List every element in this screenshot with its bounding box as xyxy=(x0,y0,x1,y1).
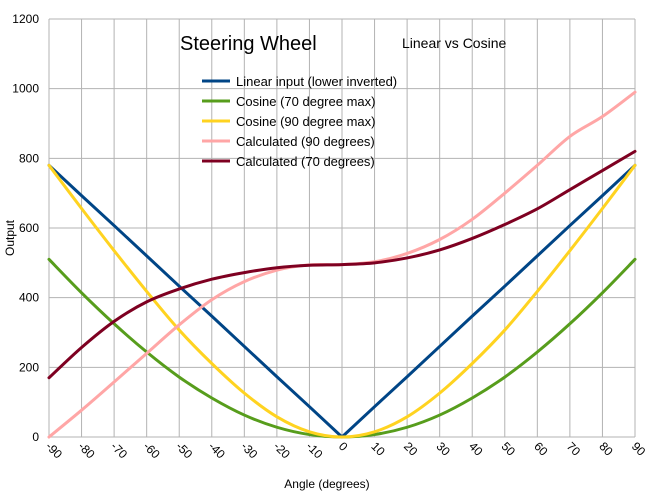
legend-label: Linear input (lower inverted) xyxy=(236,74,397,89)
chart-title: Steering Wheel xyxy=(180,33,317,55)
y-tick-label: 600 xyxy=(19,221,39,235)
x-tick-label: 90 xyxy=(629,439,649,459)
y-axis-ticks: 0 200 400 600 800 1000 1200 xyxy=(12,12,39,444)
y-tick-label: 800 xyxy=(19,151,39,165)
grid xyxy=(48,18,636,438)
x-tick-label: 70 xyxy=(564,439,584,459)
y-tick-label: 1000 xyxy=(12,82,39,96)
x-tick-label: -90 xyxy=(43,439,65,461)
y-tick-label: 1200 xyxy=(12,12,39,26)
x-tick-label: -10 xyxy=(303,439,325,461)
x-tick-label: -30 xyxy=(238,439,260,461)
legend-label: Calculated (90 degrees) xyxy=(236,134,375,149)
y-tick-label: 200 xyxy=(19,360,39,374)
y-axis-title: Output xyxy=(3,219,17,256)
series-line-5 xyxy=(47,149,637,380)
x-tick-label: -80 xyxy=(75,439,97,461)
legend-label: Cosine (90 degree max) xyxy=(236,114,375,129)
x-tick-label: -40 xyxy=(206,439,228,461)
legend: Linear input (lower inverted) Cosine (70 … xyxy=(202,74,397,169)
legend-label: Cosine (70 degree max) xyxy=(236,94,375,109)
y-tick-label: 400 xyxy=(19,291,39,305)
series-lines xyxy=(47,90,637,439)
x-tick-label: -60 xyxy=(141,439,163,461)
x-tick-label: -50 xyxy=(173,439,195,461)
y-tick-label: 0 xyxy=(32,430,39,444)
x-axis-ticks: -90 -80 -70 -60 -50 -40 -30 -20 -10 0 10 20 30 40 50 60… xyxy=(43,439,649,461)
x-tick-label: 40 xyxy=(466,439,486,459)
x-tick-label: 0 xyxy=(336,439,351,454)
x-tick-label: 80 xyxy=(596,439,616,459)
x-tick-label: 20 xyxy=(401,439,421,459)
legend-label: Calculated (70 degrees) xyxy=(236,154,375,169)
series-line-3 xyxy=(47,163,637,439)
x-tick-label: -20 xyxy=(271,439,293,461)
chart-subtitle: Linear vs Cosine xyxy=(402,35,506,51)
x-tick-label: -70 xyxy=(108,439,130,461)
x-axis-title: Angle (degrees) xyxy=(284,477,369,491)
x-tick-label: 30 xyxy=(434,439,454,459)
x-tick-label: 60 xyxy=(531,439,551,459)
x-tick-label: 50 xyxy=(499,439,519,459)
x-tick-label: 10 xyxy=(368,439,388,459)
